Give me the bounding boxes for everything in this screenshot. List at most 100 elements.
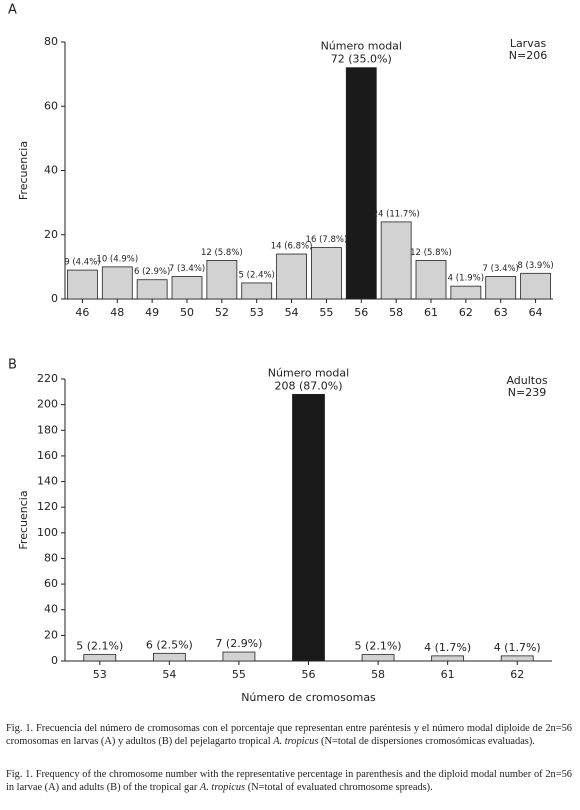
- value-label: 7 (3.4%): [169, 264, 205, 274]
- bar: [83, 654, 117, 662]
- caption-text: (N=total de dispersiones cromosómicas ev…: [318, 736, 535, 747]
- value-label: 4 (1.7%): [494, 641, 541, 654]
- y-tick-label: 140: [37, 475, 58, 488]
- x-tick-label: 56: [354, 306, 368, 319]
- x-tick-label: 46: [75, 306, 89, 319]
- y-tick-label: 60: [44, 99, 58, 112]
- value-label: 10 (4.9%): [96, 254, 138, 264]
- value-label: 72 (35.0%): [331, 53, 392, 66]
- bar: [206, 260, 238, 300]
- y-tick-label: 220: [37, 372, 58, 385]
- value-label: 9 (4.4%): [64, 258, 100, 268]
- bar: [171, 276, 203, 300]
- y-tick-label: 0: [51, 654, 58, 667]
- value-label: 4 (1.9%): [448, 274, 484, 284]
- x-tick-label: 53: [250, 306, 264, 319]
- value-label: 7 (2.9%): [215, 637, 262, 650]
- caption-es: Fig. 1. Frecuencia del número de cromoso…: [6, 722, 572, 748]
- bar: [292, 393, 325, 662]
- bar: [222, 651, 256, 662]
- bar: [67, 269, 98, 300]
- caption-species: A. tropicus: [273, 736, 319, 747]
- panel-label: A: [8, 3, 17, 18]
- annotation: Adultos: [506, 374, 547, 387]
- caption-text: (N=total of evaluated chromosome spreads…: [245, 782, 433, 793]
- bar: [136, 279, 168, 300]
- x-tick-label: 55: [319, 306, 333, 319]
- annotation: N=206: [509, 49, 547, 62]
- value-label: 24 (11.7%): [373, 209, 420, 219]
- bar: [101, 266, 133, 300]
- x-tick-label: 53: [93, 668, 107, 681]
- bar: [485, 276, 517, 300]
- value-label: 6 (2.9%): [134, 267, 170, 277]
- y-tick-label: 20: [44, 228, 58, 241]
- bar: [415, 260, 447, 300]
- y-tick-label: 20: [44, 628, 58, 641]
- y-tick-label: 80: [44, 35, 58, 48]
- x-tick-label: 54: [162, 668, 176, 681]
- bar: [520, 272, 551, 300]
- y-tick-label: 160: [37, 449, 58, 462]
- value-label: 4 (1.7%): [424, 641, 471, 654]
- y-tick-label: 0: [51, 292, 58, 305]
- value-label: 6 (2.5%): [146, 638, 193, 651]
- y-tick-label: 100: [37, 526, 58, 539]
- bar: [450, 285, 482, 300]
- bar: [241, 282, 273, 300]
- y-axis-label: Frecuencia: [17, 141, 30, 200]
- bar: [345, 67, 377, 300]
- bar: [276, 253, 307, 300]
- caption-text: Fig. 1. Frequency of the chromosome numb…: [6, 769, 572, 793]
- value-label: 5 (2.4%): [239, 270, 275, 280]
- x-tick-label: 48: [110, 306, 124, 319]
- y-tick-label: 80: [44, 551, 58, 564]
- bar: [500, 655, 534, 662]
- caption-en: Fig. 1. Frequency of the chromosome numb…: [6, 768, 572, 794]
- value-label: 14 (6.8%): [271, 242, 313, 252]
- value-label: 7 (3.4%): [483, 264, 519, 274]
- x-tick-label: 50: [180, 306, 194, 319]
- x-tick-label: 64: [529, 306, 543, 319]
- x-tick-label: 55: [232, 668, 246, 681]
- value-label: 8 (3.9%): [517, 261, 553, 271]
- bar: [361, 654, 395, 662]
- value-label: 16 (7.8%): [306, 235, 348, 245]
- panel-label: B: [8, 358, 17, 373]
- y-tick-label: 180: [37, 423, 58, 436]
- caption-species: A. tropicus: [199, 782, 246, 793]
- value-label: 208 (87.0%): [274, 379, 342, 392]
- x-tick-label: 49: [145, 306, 159, 319]
- value-label: 5 (2.1%): [76, 640, 123, 653]
- x-axis-label: Número de cromosomas: [241, 691, 376, 704]
- value-label: 12 (5.8%): [201, 248, 243, 258]
- value-label: 12 (5.8%): [410, 248, 452, 258]
- y-tick-label: 120: [37, 500, 58, 513]
- x-tick-label: 62: [459, 306, 473, 319]
- y-tick-label: 60: [44, 577, 58, 590]
- modal-label: Número modal: [321, 40, 402, 53]
- x-tick-label: 58: [389, 306, 403, 319]
- x-tick-label: 63: [494, 306, 508, 319]
- y-tick-label: 200: [37, 398, 58, 411]
- modal-label: Número modal: [268, 366, 349, 379]
- bar: [431, 655, 465, 662]
- x-tick-label: 62: [510, 668, 524, 681]
- x-tick-label: 52: [215, 306, 229, 319]
- x-tick-label: 54: [285, 306, 299, 319]
- bar: [311, 247, 342, 300]
- y-axis-label: Frecuencia: [17, 490, 30, 549]
- bar: [380, 221, 412, 300]
- x-tick-label: 56: [302, 668, 316, 681]
- caption-text: Fig. 1. Frecuencia del número de cromoso…: [6, 723, 572, 747]
- y-tick-label: 40: [44, 603, 58, 616]
- value-label: 5 (2.1%): [355, 640, 402, 653]
- annotation: Larvas: [510, 37, 547, 50]
- x-tick-label: 61: [441, 668, 455, 681]
- bar: [152, 652, 186, 662]
- x-tick-label: 61: [424, 306, 438, 319]
- x-tick-label: 58: [371, 668, 385, 681]
- annotation: N=239: [508, 386, 546, 399]
